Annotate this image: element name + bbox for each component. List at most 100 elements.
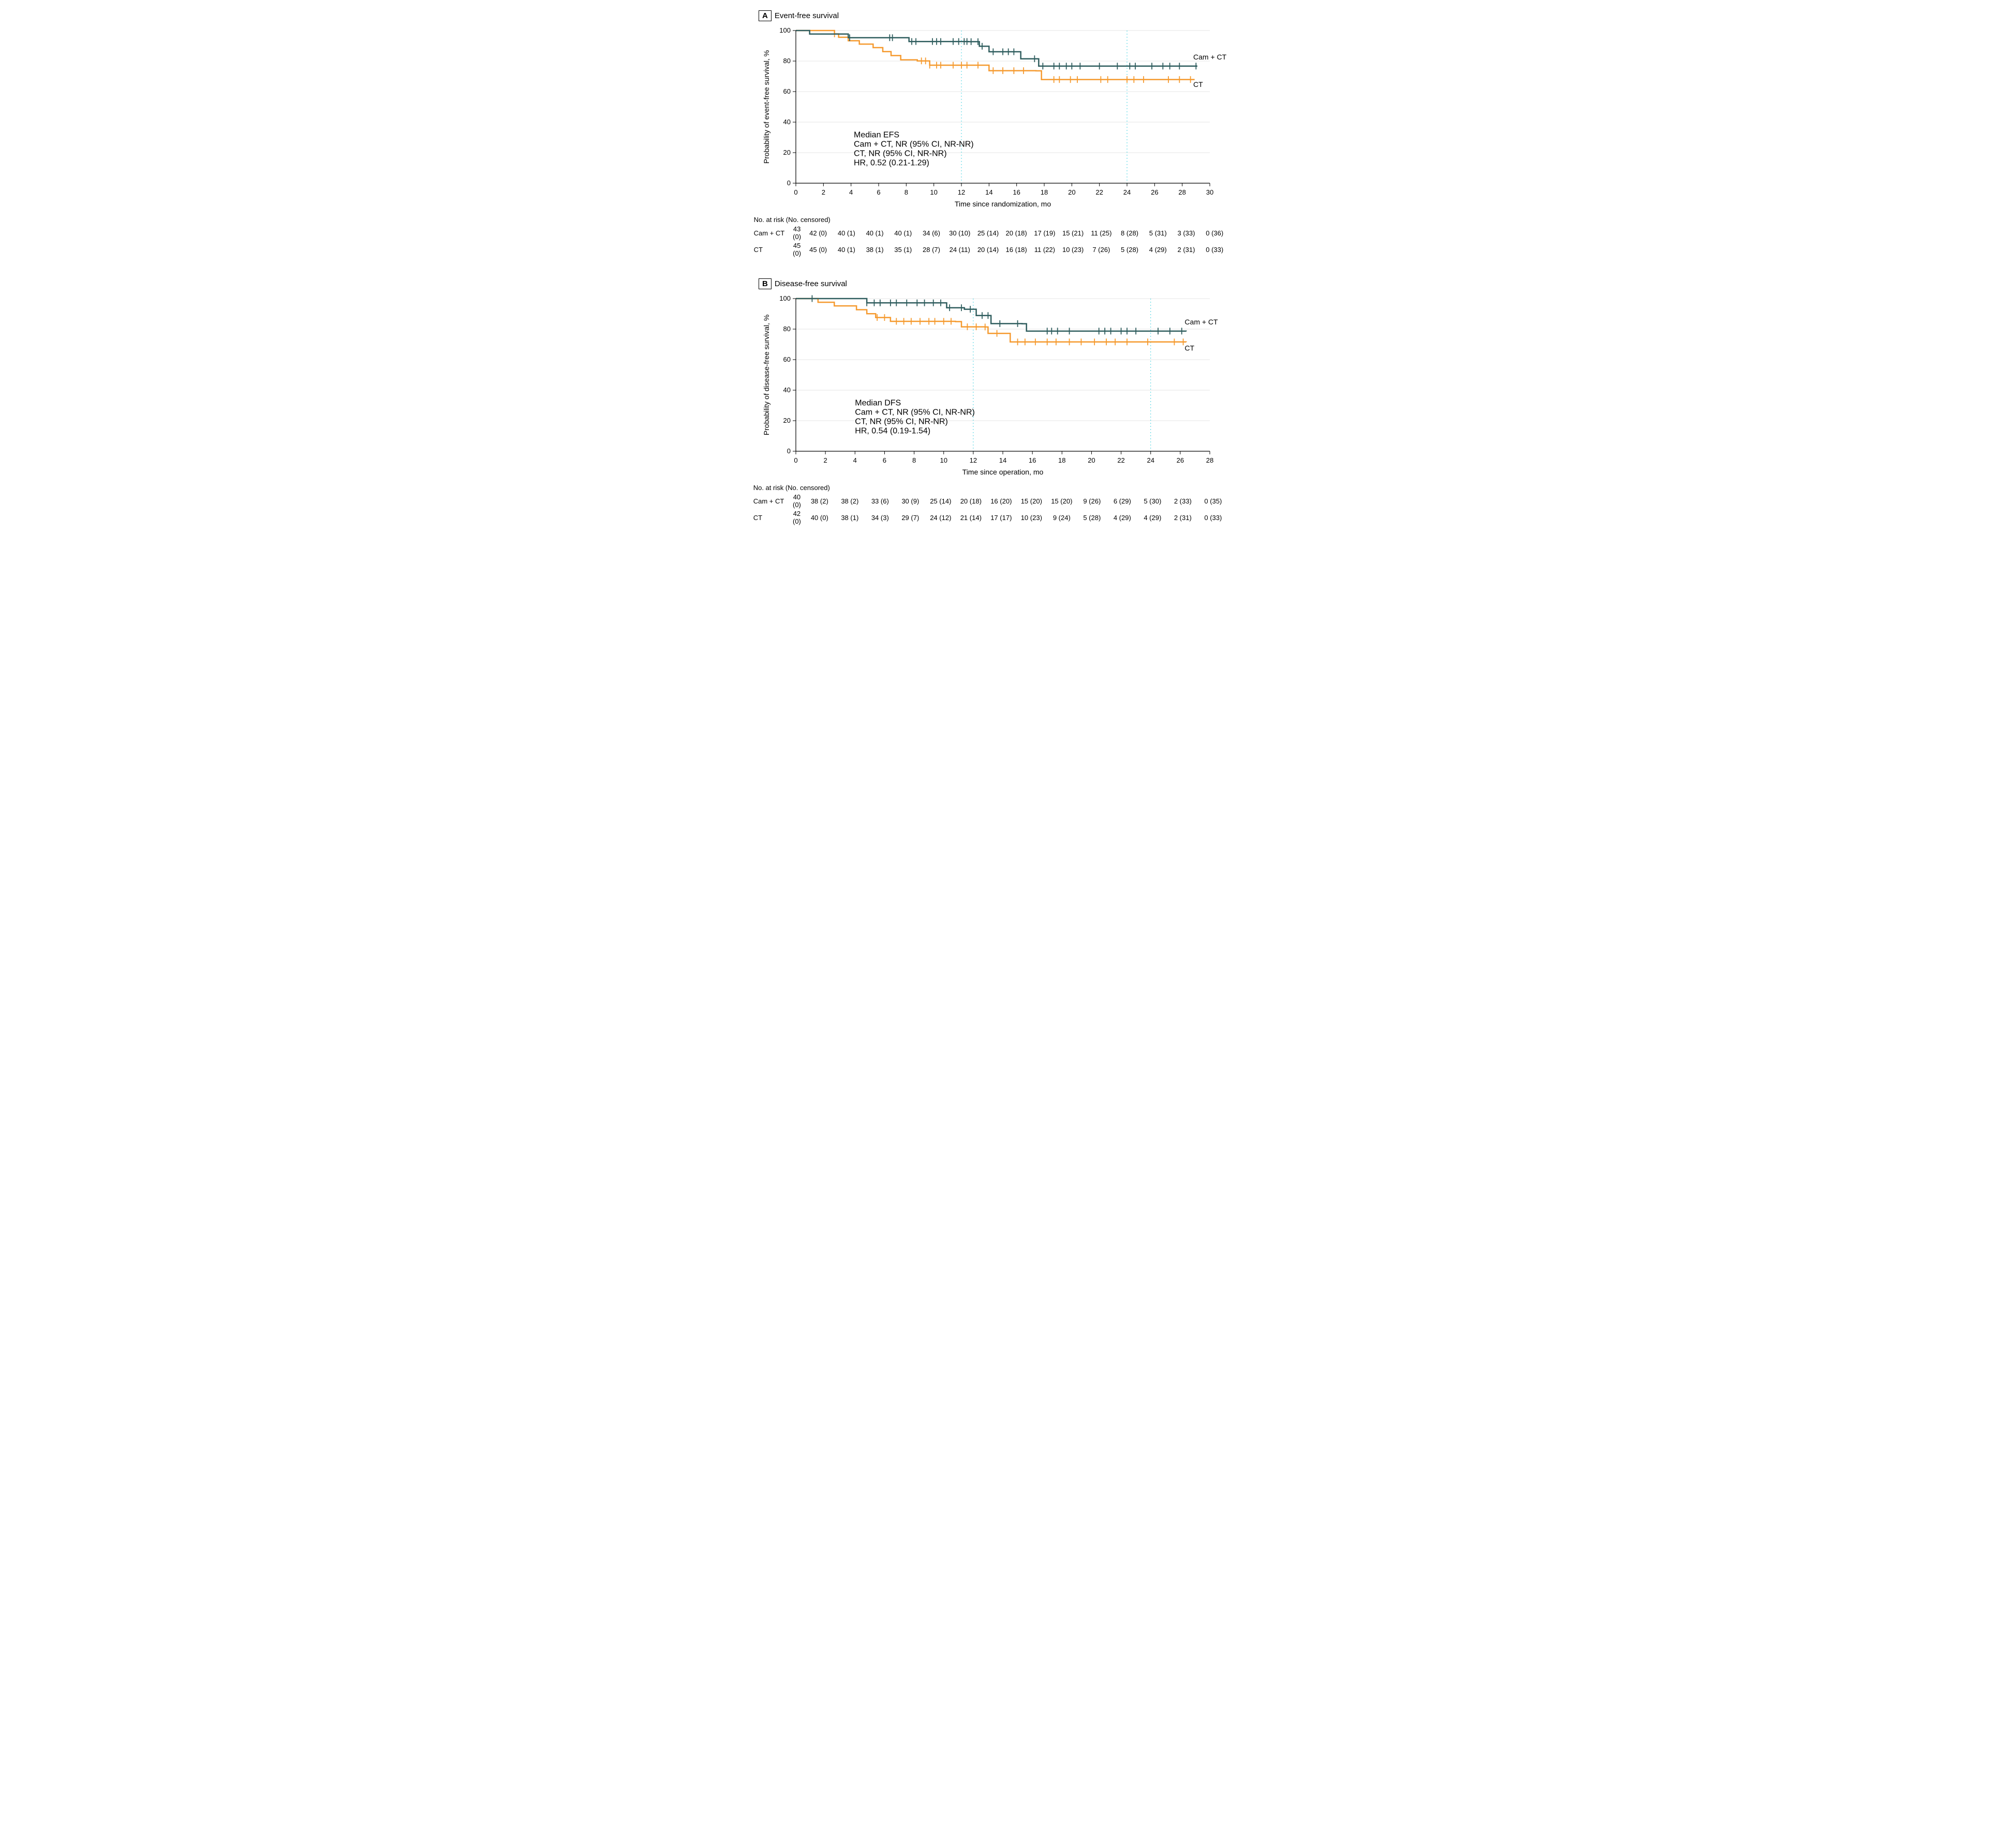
x-axis-label: Time since randomization, mo (955, 200, 1051, 208)
risk-cell: 2 (33) (1168, 493, 1198, 509)
risk-cell: 43 (0) (790, 225, 804, 241)
xtick-label: 18 (1041, 188, 1048, 196)
ytick-label: 100 (779, 294, 791, 302)
risk-cell: 9 (24) (1047, 509, 1077, 526)
risk-cell: 17 (17) (986, 509, 1017, 526)
ytick-label: 20 (783, 149, 791, 156)
panel-letter: A (759, 10, 772, 21)
risk-cell: 25 (14) (926, 493, 956, 509)
risk-cell: 5 (30) (1137, 493, 1168, 509)
risk-cell: 38 (1) (835, 509, 865, 526)
risk-cell: 0 (33) (1200, 241, 1229, 258)
panel-title: AEvent-free survival (759, 10, 1267, 21)
risk-cell: 40 (1) (889, 225, 917, 241)
ytick-label: 40 (783, 118, 791, 126)
risk-cell: 42 (0) (789, 509, 804, 526)
xtick-label: 2 (824, 456, 827, 464)
risk-cell: 4 (29) (1137, 509, 1168, 526)
risk-cell: 17 (19) (1031, 225, 1059, 241)
risk-cell: 11 (25) (1087, 225, 1116, 241)
xtick-label: 20 (1088, 456, 1095, 464)
risk-cell: 40 (1) (832, 241, 861, 258)
risk-cell: 5 (31) (1144, 225, 1172, 241)
xtick-label: 24 (1123, 188, 1131, 196)
risk-cell: 8 (28) (1116, 225, 1144, 241)
xtick-label: 6 (877, 188, 880, 196)
risk-row-label: Cam + CT (753, 493, 790, 509)
table-row: CT42 (0)40 (0)38 (1)34 (3)29 (7)24 (12)2… (753, 509, 1228, 526)
xtick-label: 4 (849, 188, 853, 196)
figure-container: AEvent-free survivalCTCam + CT0204060801… (744, 0, 1272, 557)
panel-title-text: Event-free survival (775, 11, 839, 20)
xtick-label: 14 (985, 188, 992, 196)
risk-header: No. at risk (No. censored) (754, 216, 1267, 225)
panel-B: BDisease-free survivalCTCam + CT02040608… (749, 278, 1267, 526)
risk-cell: 3 (33) (1172, 225, 1200, 241)
ytick-label: 60 (783, 87, 791, 95)
xtick-label: 28 (1178, 188, 1185, 196)
risk-cell: 0 (35) (1198, 493, 1228, 509)
xtick-label: 26 (1151, 188, 1158, 196)
chart-wrap: CTCam + CT020406080100024681012141618202… (760, 293, 1256, 480)
xtick-label: 14 (999, 456, 1006, 464)
risk-row-label: CT (754, 241, 790, 258)
series-label-cam_ct: Cam + CT (1193, 53, 1227, 61)
risk-cell: 30 (9) (895, 493, 926, 509)
xtick-label: 22 (1117, 456, 1124, 464)
xtick-label: 0 (794, 188, 797, 196)
risk-cell: 33 (6) (865, 493, 896, 509)
risk-cell: 20 (14) (974, 241, 1002, 258)
risk-cell: 40 (1) (861, 225, 889, 241)
xtick-label: 0 (794, 456, 797, 464)
risk-cell: 40 (1) (832, 225, 861, 241)
xtick-label: 16 (1013, 188, 1020, 196)
ytick-label: 0 (787, 179, 791, 187)
y-axis-label: Probability of event-free survival, % (762, 50, 770, 164)
risk-cell: 4 (29) (1144, 241, 1172, 258)
ytick-label: 80 (783, 57, 791, 65)
table-row: Cam + CT40 (0)38 (2)38 (2)33 (6)30 (9)25… (753, 493, 1228, 509)
risk-cell: 30 (10) (945, 225, 974, 241)
risk-header: No. at risk (No. censored) (753, 484, 1267, 493)
xtick-label: 28 (1206, 456, 1213, 464)
risk-table-grid: Cam + CT40 (0)38 (2)38 (2)33 (6)30 (9)25… (753, 493, 1228, 526)
risk-cell: 29 (7) (895, 509, 926, 526)
series-label-ct: CT (1184, 344, 1194, 352)
risk-cell: 0 (33) (1198, 509, 1228, 526)
risk-cell: 0 (36) (1200, 225, 1229, 241)
xtick-label: 16 (1029, 456, 1036, 464)
ytick-label: 100 (779, 26, 791, 34)
xtick-label: 24 (1147, 456, 1154, 464)
ytick-label: 60 (783, 355, 791, 363)
xtick-label: 12 (970, 456, 977, 464)
risk-cell: 10 (23) (1016, 509, 1047, 526)
risk-cell: 4 (29) (1107, 509, 1138, 526)
risk-cell: 15 (20) (1016, 493, 1047, 509)
xtick-label: 10 (930, 188, 937, 196)
risk-cell: 5 (28) (1077, 509, 1107, 526)
risk-table-grid: Cam + CT43 (0)42 (0)40 (1)40 (1)40 (1)34… (754, 225, 1229, 258)
risk-cell: 25 (14) (974, 225, 1002, 241)
x-axis-label: Time since operation, mo (962, 468, 1044, 476)
panel-A: AEvent-free survivalCTCam + CT0204060801… (749, 10, 1267, 258)
series-cam_ct (796, 31, 1197, 66)
y-axis-label: Probability of disease-free survival, % (762, 315, 770, 435)
xtick-label: 10 (940, 456, 947, 464)
risk-cell: 6 (29) (1107, 493, 1138, 509)
xtick-label: 6 (883, 456, 886, 464)
risk-cell: 40 (0) (805, 509, 835, 526)
xtick-label: 26 (1177, 456, 1184, 464)
risk-cell: 28 (7) (917, 241, 946, 258)
risk-cell: 16 (18) (1002, 241, 1031, 258)
risk-cell: 42 (0) (804, 225, 833, 241)
risk-cell: 38 (2) (835, 493, 865, 509)
ytick-label: 80 (783, 325, 791, 333)
risk-cell: 11 (22) (1031, 241, 1059, 258)
risk-cell: 24 (12) (926, 509, 956, 526)
ytick-label: 20 (783, 417, 791, 424)
xtick-label: 20 (1068, 188, 1075, 196)
xtick-label: 8 (912, 456, 916, 464)
xtick-label: 12 (958, 188, 965, 196)
annotation-block: Median EFSCam + CT, NR (95% CI, NR-NR)CT… (854, 131, 974, 168)
table-row: Cam + CT43 (0)42 (0)40 (1)40 (1)40 (1)34… (754, 225, 1229, 241)
